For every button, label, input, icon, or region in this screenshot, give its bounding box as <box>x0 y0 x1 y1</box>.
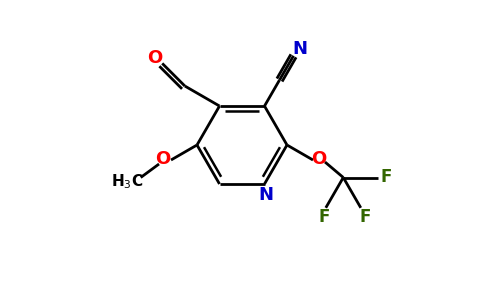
Text: N: N <box>258 186 273 204</box>
Text: N: N <box>292 40 307 58</box>
Text: O: O <box>148 50 163 68</box>
Text: F: F <box>318 208 330 226</box>
Text: O: O <box>311 150 327 168</box>
Text: H$_3$C: H$_3$C <box>110 172 143 191</box>
Text: O: O <box>155 150 171 168</box>
Text: F: F <box>380 169 392 187</box>
Text: F: F <box>359 208 370 226</box>
